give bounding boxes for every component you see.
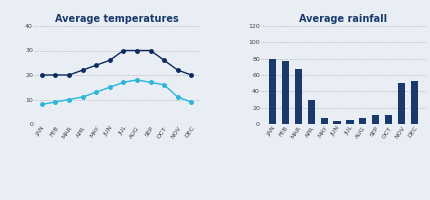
Legend: Average high
temperatures, Average low
temperatures: Average high temperatures, Average low t…: [60, 198, 173, 200]
Bar: [269, 59, 276, 124]
Bar: [347, 120, 353, 124]
Bar: [282, 61, 289, 124]
Legend: Rainfall (mm): Rainfall (mm): [264, 198, 320, 200]
Bar: [385, 115, 392, 124]
Bar: [411, 81, 418, 124]
Bar: [320, 118, 328, 124]
Bar: [359, 118, 366, 124]
Bar: [372, 115, 379, 124]
Bar: [295, 69, 302, 124]
Title: Average temperatures: Average temperatures: [55, 14, 178, 24]
Bar: [398, 83, 405, 124]
Bar: [307, 100, 315, 124]
Title: Average rainfall: Average rainfall: [299, 14, 387, 24]
Bar: [334, 121, 341, 124]
